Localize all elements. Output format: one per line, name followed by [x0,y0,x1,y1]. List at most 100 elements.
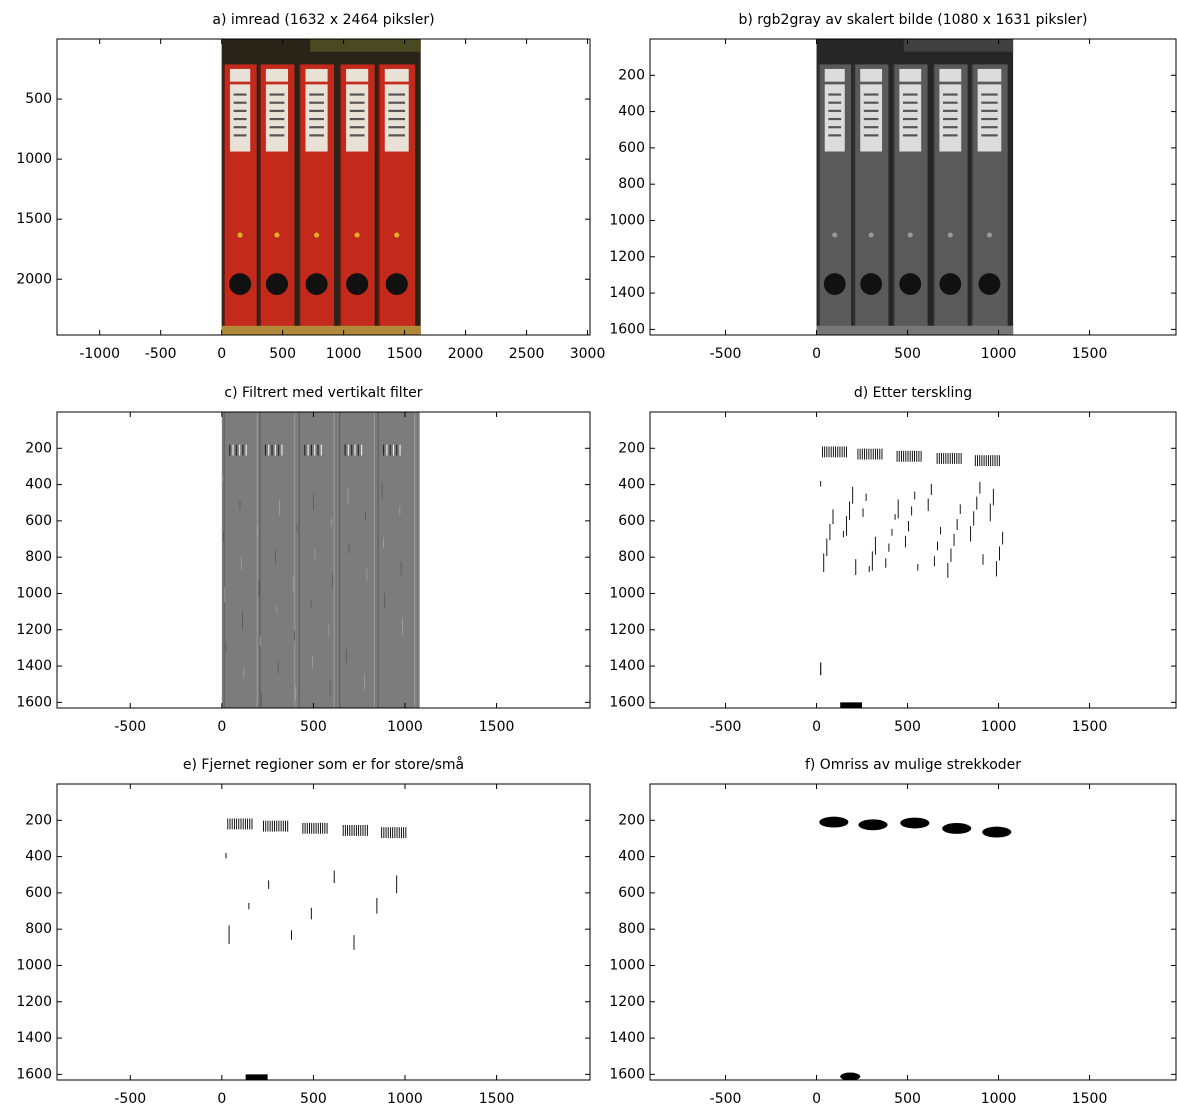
y-tick-label: 800 [25,549,52,565]
image-region [981,455,983,467]
image-region [244,818,246,830]
axes-box [56,38,591,336]
image-region [868,232,874,238]
image-region [881,448,883,460]
y-tick-label: 600 [618,513,645,529]
image-region [349,825,351,836]
image-region [317,822,319,834]
image-region [282,820,284,832]
image-region [349,101,365,104]
image-region [310,39,421,52]
image-region [820,662,822,676]
y-tick-label: 400 [618,104,645,120]
image-region [362,825,364,836]
image-region [274,232,280,238]
image-region [394,827,396,839]
image-region [269,109,285,112]
image-region [982,826,1012,838]
image-region [233,134,247,137]
image-region [271,820,273,832]
image-region [841,446,843,458]
image-region [953,533,955,546]
image-region [310,907,312,920]
axes-title: a) imread (1632 x 2464 piksler) [212,12,434,28]
image-region [315,822,317,834]
image-region [396,827,398,839]
axes: c) Filtrert med vertikalt filter -500 0 500… [16,385,591,735]
image-region [358,825,360,836]
image-region [868,566,870,573]
image-region [347,825,349,836]
image-region [324,822,326,834]
y-tick-label: 800 [618,549,645,565]
image-region [294,630,295,641]
image-region [304,822,306,834]
image-region [943,134,958,137]
image-region [902,126,918,129]
y-tick-label: 1400 [16,658,52,674]
image-region [388,134,406,137]
image-region [394,232,400,238]
y-tick-label: 1000 [609,585,645,601]
axes-title: c) Filtrert med vertikalt filter [224,385,422,401]
image-region [914,450,916,462]
image-region [349,134,365,137]
image-region [918,450,920,462]
image-region [221,475,223,483]
image-region [274,820,275,832]
image-region [897,499,899,519]
x-tick-label: 1000 [387,719,423,735]
image-region [360,825,362,836]
image-region [959,504,961,514]
image-region [347,444,349,456]
y-tick-label: 400 [25,849,52,865]
image-region [291,930,292,940]
image-region [225,642,227,652]
image-region [309,134,324,137]
image-region [239,500,241,511]
image-region [383,537,384,549]
image-region [832,446,834,458]
image-region [236,818,238,830]
x-tick-label: 0 [812,346,821,362]
image-region [269,101,285,104]
image-region [342,825,344,836]
image-region [344,825,346,836]
y-tick-label: 800 [25,921,52,937]
image-region [819,816,849,828]
image-region [821,446,823,458]
image-region [223,531,224,543]
image-region [840,1072,861,1080]
image-region [994,455,996,467]
image-region [233,117,247,121]
image-region [820,480,822,487]
axes-box [649,783,1177,1081]
y-tick-label: 600 [618,140,645,156]
image-region [331,518,332,527]
image-region [333,412,335,708]
image-region [299,64,301,335]
axes-title: e) Fjernet regioner som er for store/små [183,756,464,773]
image-region [264,444,266,456]
image-region [320,822,321,834]
y-tick-label: 1000 [16,957,52,973]
image-region [313,822,315,834]
image-region [866,448,868,460]
image-region [904,535,906,548]
y-tick-label: 1600 [16,694,52,710]
image-region [237,232,243,238]
image-region [828,109,842,112]
image-region [233,93,247,96]
x-tick-label: -500 [145,346,177,362]
y-tick-label: 200 [25,440,52,456]
x-tick-label: 0 [812,1091,821,1106]
image-region [870,448,872,460]
image-region [911,450,913,462]
image-region [265,820,267,832]
image-region [277,661,279,674]
image-region [951,453,953,464]
x-tick-label: 1500 [1072,1091,1108,1106]
image-region [353,825,355,836]
image-region [970,525,972,542]
image-region [389,444,391,456]
